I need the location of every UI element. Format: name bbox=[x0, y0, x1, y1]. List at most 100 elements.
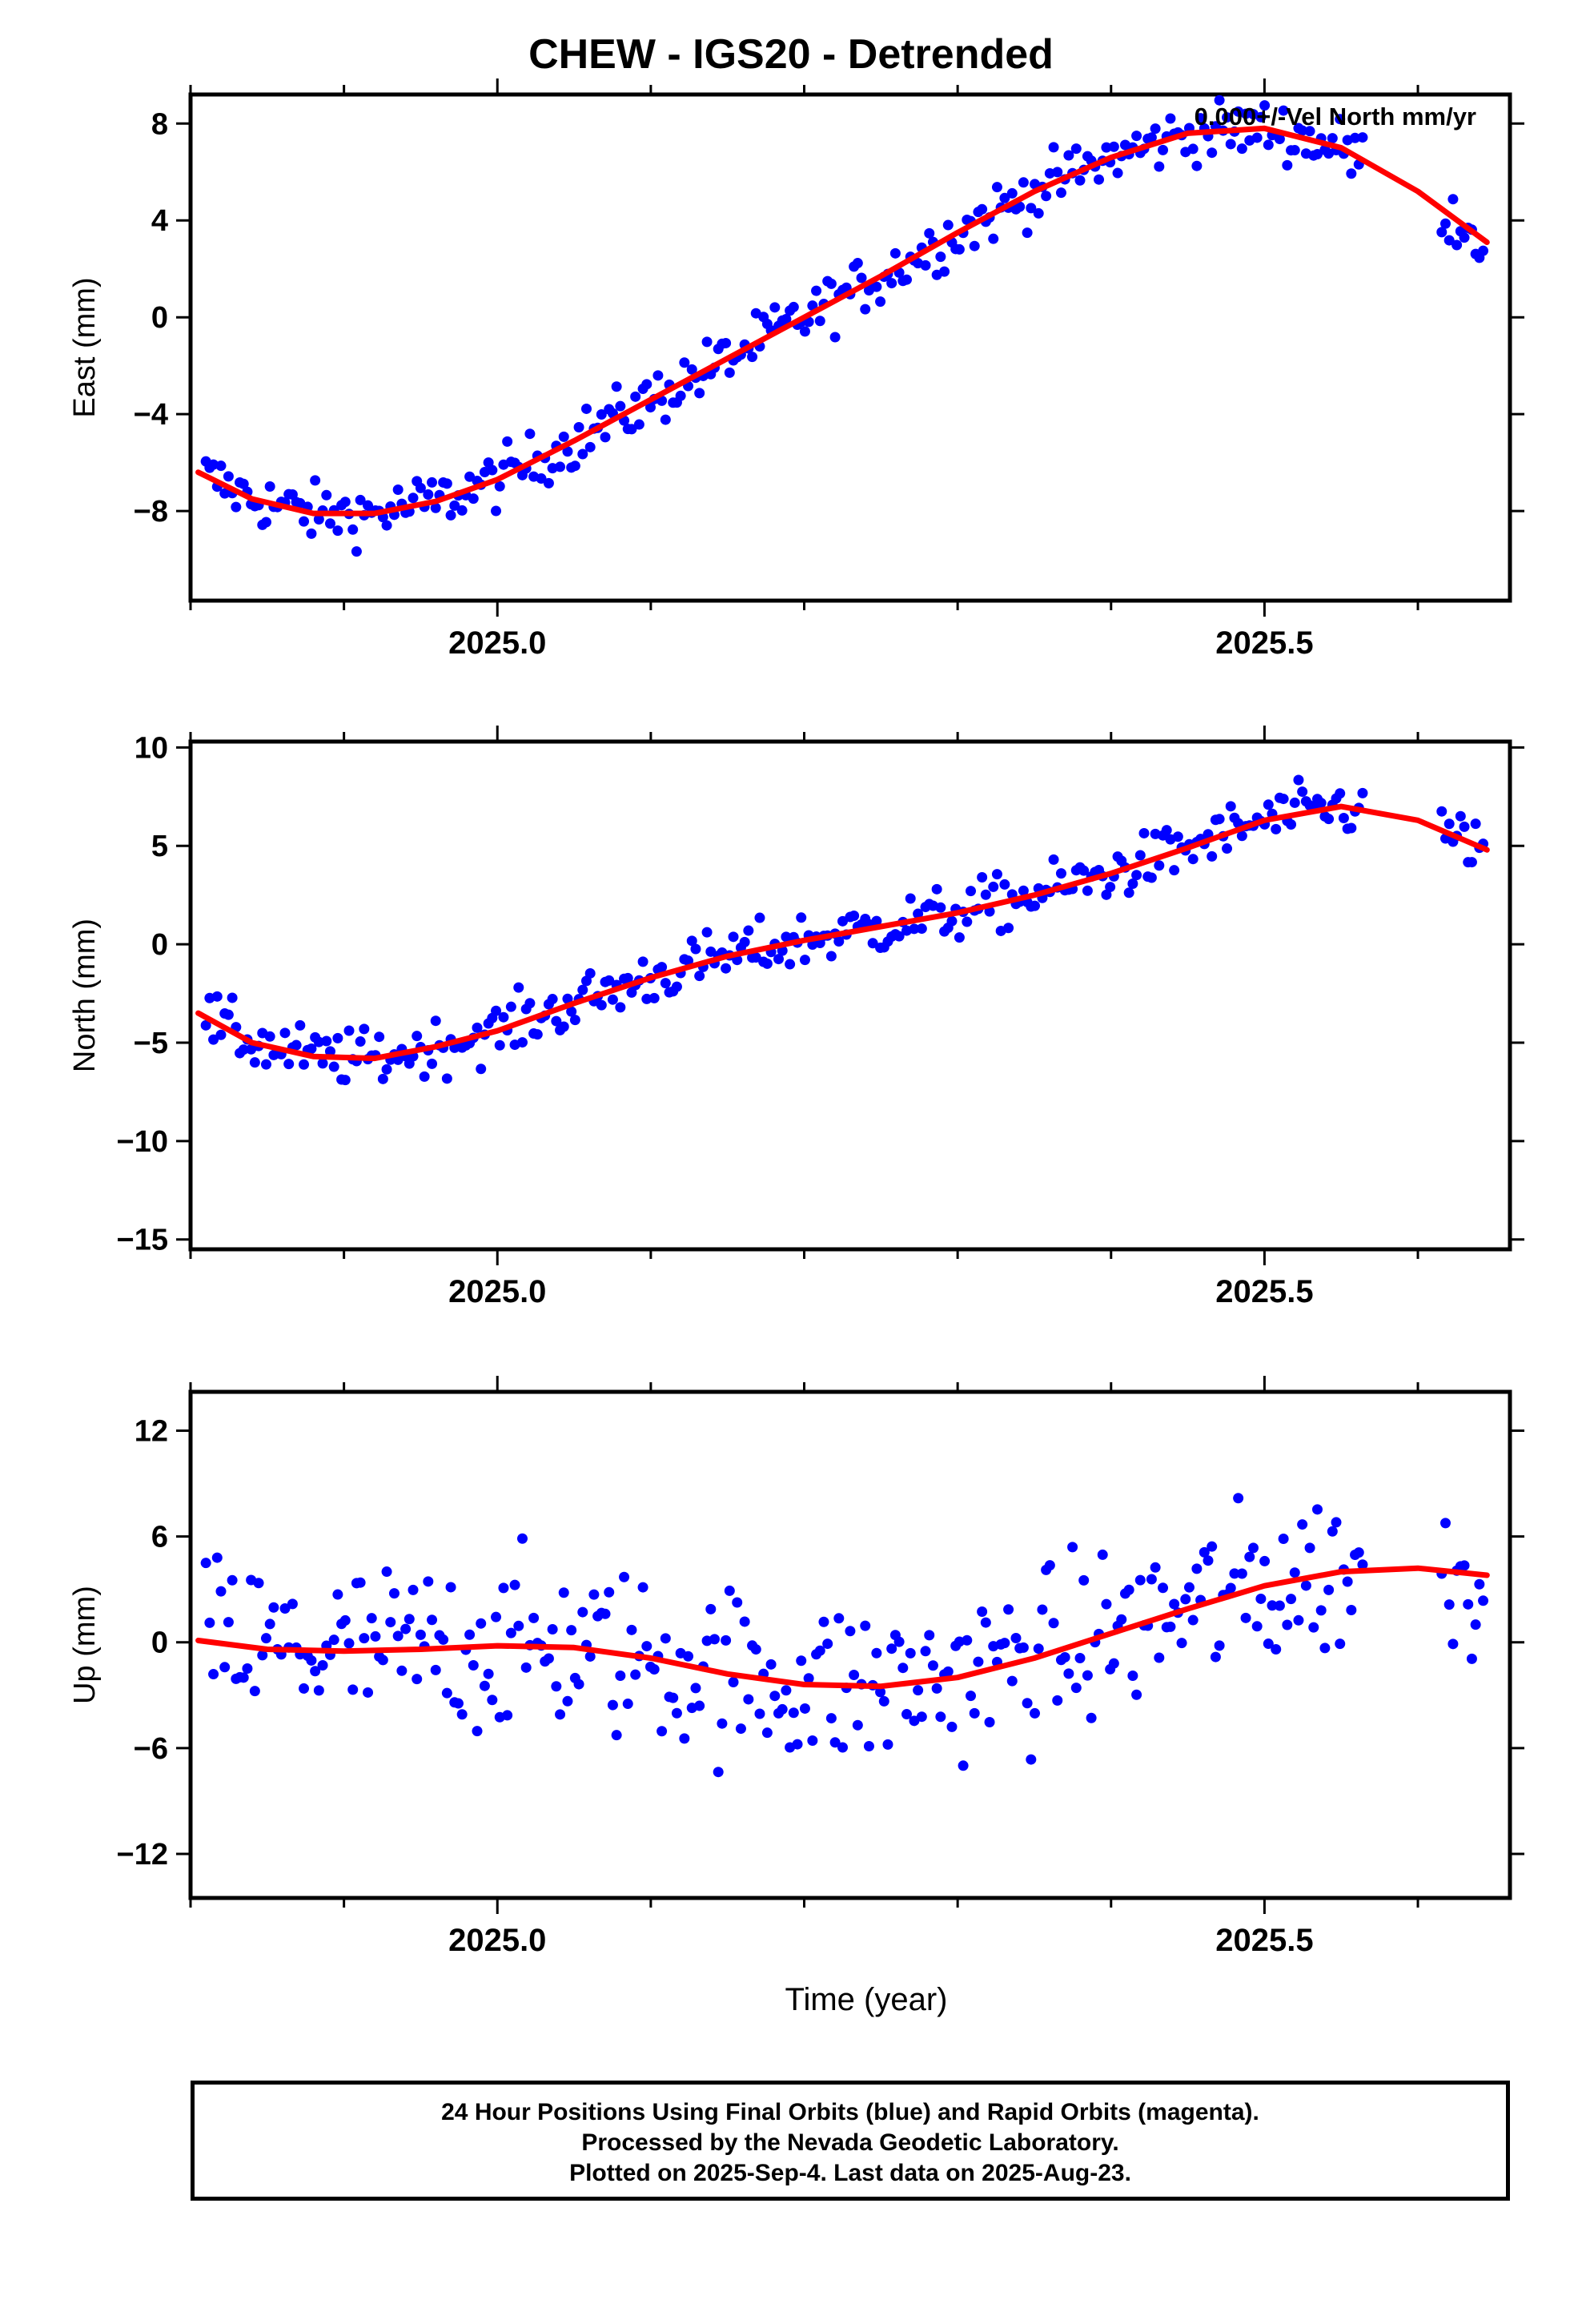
data-point-north bbox=[494, 1039, 505, 1051]
data-point-up bbox=[1286, 1594, 1297, 1605]
data-point-north bbox=[355, 1036, 366, 1047]
data-point-up bbox=[1018, 1642, 1029, 1653]
fit-line-north bbox=[195, 803, 1490, 1062]
data-point-up bbox=[1247, 1542, 1259, 1554]
ytick-label-east: −8 bbox=[134, 495, 168, 529]
data-point-up bbox=[713, 1767, 724, 1778]
data-point-east bbox=[219, 488, 231, 499]
data-point-north bbox=[332, 1032, 343, 1043]
ytick-label-up: −6 bbox=[134, 1732, 168, 1766]
data-point-east bbox=[543, 477, 554, 489]
data-point-north bbox=[1082, 885, 1093, 896]
data-point-up bbox=[287, 1598, 298, 1610]
data-point-north bbox=[1289, 797, 1300, 808]
data-point-up bbox=[732, 1597, 743, 1608]
data-point-east bbox=[536, 473, 547, 485]
data-point-north bbox=[1105, 882, 1116, 893]
data-point-north bbox=[441, 1073, 452, 1084]
data-point-up bbox=[637, 1582, 648, 1593]
data-point-east bbox=[652, 370, 664, 381]
points-group-up bbox=[200, 1493, 1489, 1778]
data-point-up bbox=[299, 1683, 310, 1694]
data-point-up bbox=[984, 1717, 995, 1728]
data-point-east bbox=[1350, 132, 1361, 143]
data-point-north bbox=[1236, 830, 1247, 842]
data-point-north bbox=[1338, 813, 1349, 824]
data-point-north bbox=[1123, 887, 1134, 899]
data-point-up bbox=[1037, 1604, 1048, 1615]
data-point-north bbox=[1078, 865, 1090, 876]
data-point-up bbox=[558, 1587, 569, 1598]
data-point-north bbox=[491, 1005, 502, 1016]
data-point-north bbox=[1169, 865, 1180, 876]
ylabel-east: East (mm) bbox=[68, 277, 102, 417]
data-point-east bbox=[306, 528, 317, 539]
data-point-east bbox=[1101, 142, 1112, 153]
data-point-north bbox=[577, 984, 588, 995]
data-point-east bbox=[1041, 191, 1052, 202]
data-point-up bbox=[1293, 1614, 1304, 1626]
data-point-up bbox=[1315, 1605, 1327, 1616]
data-point-north bbox=[343, 1025, 355, 1036]
data-point-up bbox=[656, 1726, 668, 1737]
data-point-north bbox=[566, 1006, 577, 1017]
data-point-up bbox=[1052, 1695, 1063, 1706]
data-point-up bbox=[1101, 1598, 1112, 1610]
data-point-east bbox=[596, 408, 607, 420]
data-point-east bbox=[701, 336, 713, 348]
data-point-up bbox=[671, 1707, 682, 1719]
data-point-north bbox=[648, 992, 660, 1003]
data-point-north bbox=[1214, 814, 1225, 825]
data-point-east bbox=[615, 400, 626, 412]
data-point-north bbox=[513, 982, 524, 993]
data-point-east bbox=[1304, 126, 1315, 137]
data-point-east bbox=[468, 493, 479, 505]
data-point-north bbox=[1297, 786, 1308, 798]
data-point-up bbox=[347, 1684, 359, 1695]
data-point-north bbox=[295, 1019, 306, 1031]
ytick-label-east: −4 bbox=[134, 398, 168, 432]
data-point-up bbox=[860, 1620, 871, 1631]
data-point-north bbox=[785, 959, 796, 970]
ytick-label-north: −10 bbox=[117, 1125, 168, 1159]
data-point-up bbox=[1300, 1580, 1311, 1591]
data-point-east bbox=[724, 367, 735, 378]
data-point-east bbox=[1263, 139, 1274, 151]
data-point-east bbox=[954, 243, 965, 255]
data-point-east bbox=[569, 460, 580, 472]
data-point-up bbox=[260, 1633, 271, 1644]
data-point-up bbox=[927, 1660, 938, 1671]
ytick-label-east: 4 bbox=[151, 204, 168, 238]
data-point-east bbox=[1327, 133, 1338, 144]
data-point-up bbox=[551, 1681, 562, 1692]
data-point-east bbox=[969, 240, 980, 251]
data-point-east bbox=[852, 258, 863, 269]
data-point-east bbox=[935, 251, 946, 263]
data-point-north bbox=[825, 951, 837, 962]
data-point-up bbox=[1289, 1567, 1300, 1578]
data-point-north bbox=[558, 1021, 569, 1032]
data-point-up bbox=[385, 1617, 396, 1628]
data-point-north bbox=[1323, 814, 1335, 825]
data-point-up bbox=[543, 1653, 554, 1664]
data-point-east bbox=[901, 274, 913, 285]
data-point-up bbox=[946, 1721, 958, 1732]
data-point-up bbox=[781, 1685, 792, 1696]
data-point-north bbox=[796, 912, 807, 923]
data-point-north bbox=[604, 975, 615, 986]
data-point-north bbox=[754, 912, 765, 923]
data-point-east bbox=[1014, 201, 1026, 212]
footer-line-3: Plotted on 2025-Sep-4. Last data on 2025… bbox=[569, 2160, 1131, 2186]
data-point-up bbox=[660, 1633, 671, 1644]
data-point-east bbox=[1055, 187, 1066, 199]
data-point-east bbox=[441, 478, 452, 489]
data-point-east bbox=[494, 480, 505, 492]
data-point-up bbox=[717, 1718, 728, 1729]
data-point-east bbox=[939, 266, 950, 277]
data-point-east bbox=[260, 517, 271, 528]
data-point-up bbox=[396, 1665, 408, 1676]
data-point-north bbox=[656, 962, 668, 973]
data-point-up bbox=[242, 1663, 253, 1674]
data-point-up bbox=[931, 1683, 942, 1694]
data-point-up bbox=[1274, 1600, 1285, 1611]
